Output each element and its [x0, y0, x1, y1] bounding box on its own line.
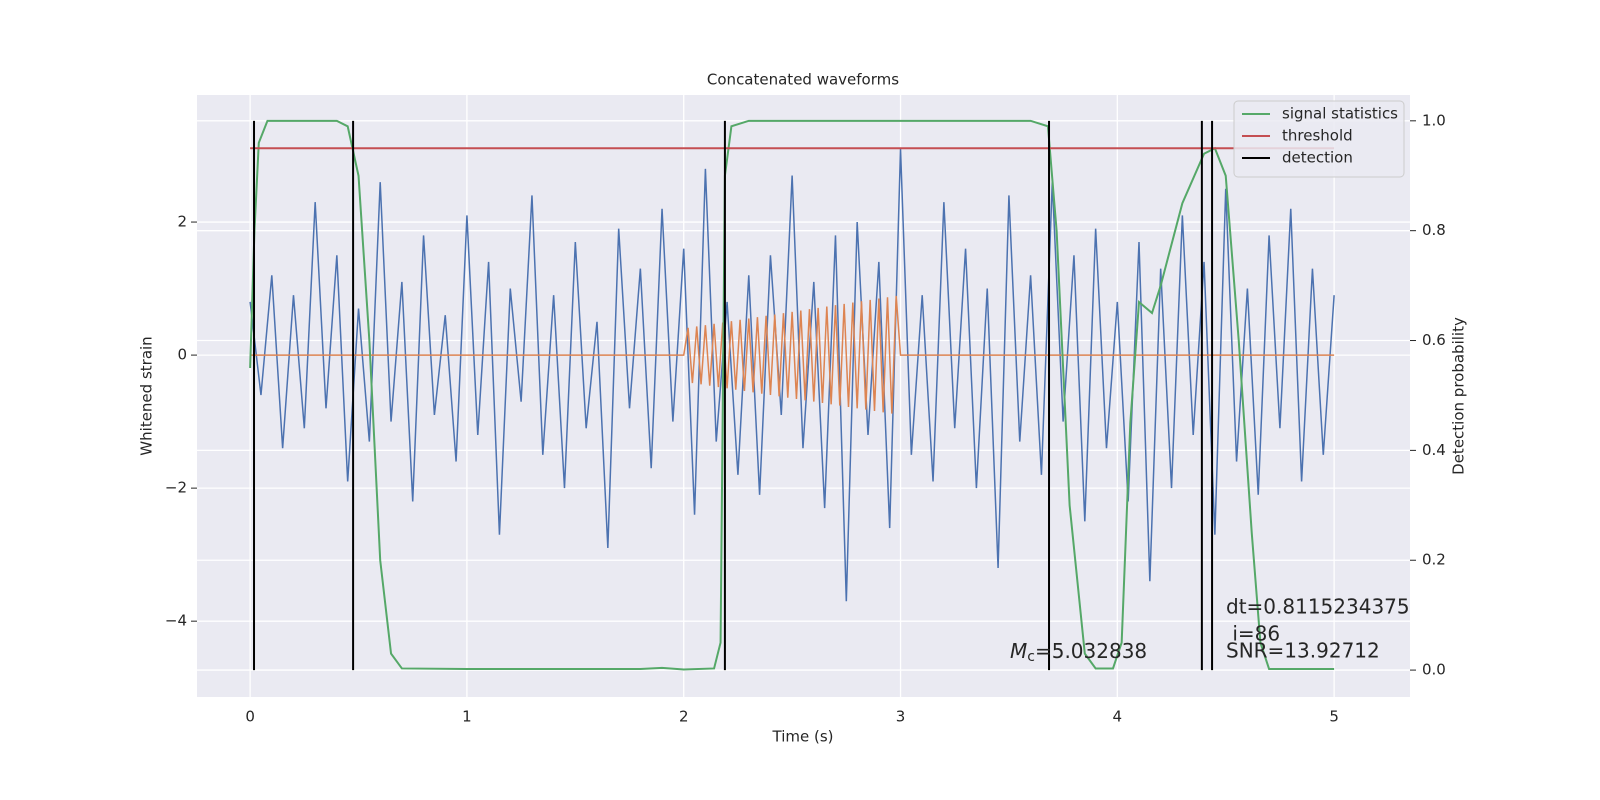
- legend-label: detection: [1282, 149, 1353, 167]
- legend-box: [1233, 100, 1405, 178]
- stats-line: SNR=13.92712: [1226, 639, 1380, 663]
- y-tick-label: 0: [177, 346, 187, 364]
- chart-title: Concatenated waveforms: [707, 71, 899, 89]
- y-tick-label: −2: [165, 479, 187, 497]
- mc-value: =5.032838: [1035, 639, 1147, 663]
- mc-symbol: M: [1010, 639, 1027, 663]
- mc-subscript: c: [1027, 649, 1035, 665]
- x-tick-label: 1: [462, 708, 472, 726]
- y2-axis-label: Detection probability: [1450, 317, 1468, 475]
- legend-label: signal statistics: [1282, 105, 1398, 123]
- x-axis-label: Time (s): [772, 728, 834, 746]
- series-line: [249, 119, 1335, 671]
- legend-label: threshold: [1282, 127, 1353, 145]
- y-tick-label: 2: [177, 213, 187, 231]
- series-line: [250, 295, 1335, 414]
- x-tick-label: 4: [1113, 708, 1123, 726]
- y2-tick-label: 0.0: [1422, 661, 1446, 679]
- y2-tick-label: 0.6: [1422, 331, 1446, 349]
- stats-line: i=86: [1226, 622, 1280, 646]
- y-axis-label: Whitened strain: [138, 336, 156, 455]
- y2-tick-label: 0.8: [1422, 221, 1446, 239]
- mc-annotation: Mc=5.032838: [1010, 639, 1147, 666]
- y-tick-label: −4: [165, 612, 187, 630]
- x-tick-label: 2: [679, 708, 689, 726]
- stats-line: dt=0.8115234375: [1226, 595, 1410, 619]
- y2-tick-label: 1.0: [1422, 111, 1446, 129]
- x-tick-label: 0: [245, 708, 255, 726]
- plot-area: [197, 95, 1410, 697]
- x-tick-label: 5: [1329, 708, 1339, 726]
- x-tick-label: 3: [896, 708, 906, 726]
- y2-tick-label: 0.2: [1422, 551, 1446, 569]
- y2-tick-label: 0.4: [1422, 441, 1446, 459]
